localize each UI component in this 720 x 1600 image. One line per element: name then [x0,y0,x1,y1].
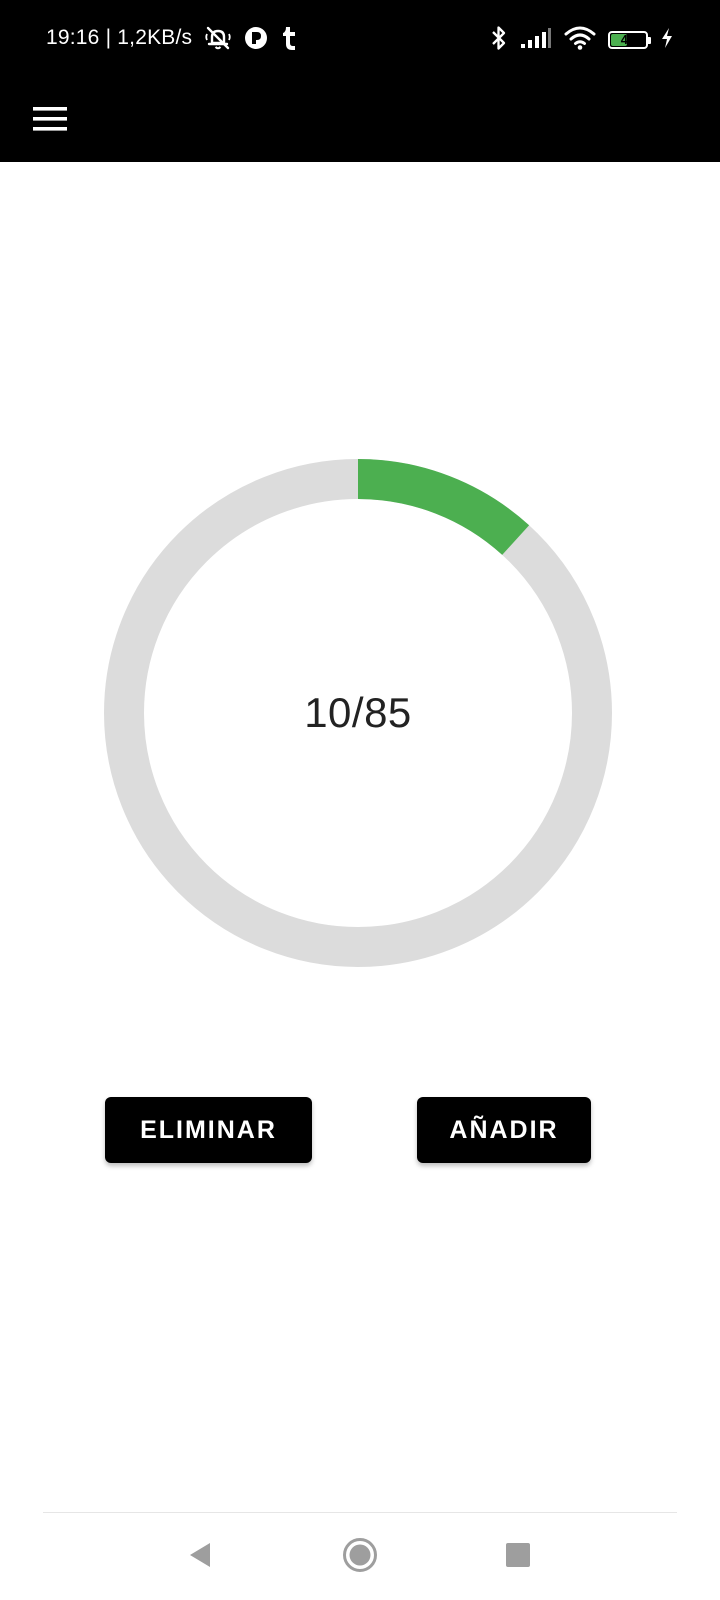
battery-level-text: 48 [620,32,636,47]
tumblr-icon [280,25,300,56]
battery-icon: 48 [608,31,651,49]
nav-home-button[interactable] [333,1533,387,1581]
bluetooth-icon [490,24,508,57]
home-icon [342,1537,378,1578]
recents-icon [505,1542,531,1573]
back-icon [187,1541,213,1574]
status-right-icons: 48 [490,22,674,58]
nav-back-button[interactable] [173,1533,227,1581]
progress-ring: 10/85 [104,459,612,967]
muted-bell-icon [204,24,232,57]
progress-ring-fill [104,459,612,967]
menu-icon [33,105,69,138]
nav-recents-button[interactable] [491,1533,545,1581]
charging-icon [660,27,674,54]
wifi-icon [564,25,596,56]
status-time-and-speed: 19:16 | 1,2KB/s [46,26,193,49]
battery-tip [648,37,651,44]
nav-divider [43,1512,677,1513]
app-notification-icon [244,26,268,55]
counter-text: 10/85 [304,689,412,736]
status-left-icons [204,24,300,56]
battery-level-fill [611,34,628,46]
app-bar [0,80,720,162]
menu-button[interactable] [22,92,80,150]
add-button[interactable]: AÑADIR [417,1097,591,1163]
status-bar: 19:16 | 1,2KB/s [0,0,720,80]
signal-icon [520,27,552,54]
remove-button[interactable]: ELIMINAR [105,1097,312,1163]
